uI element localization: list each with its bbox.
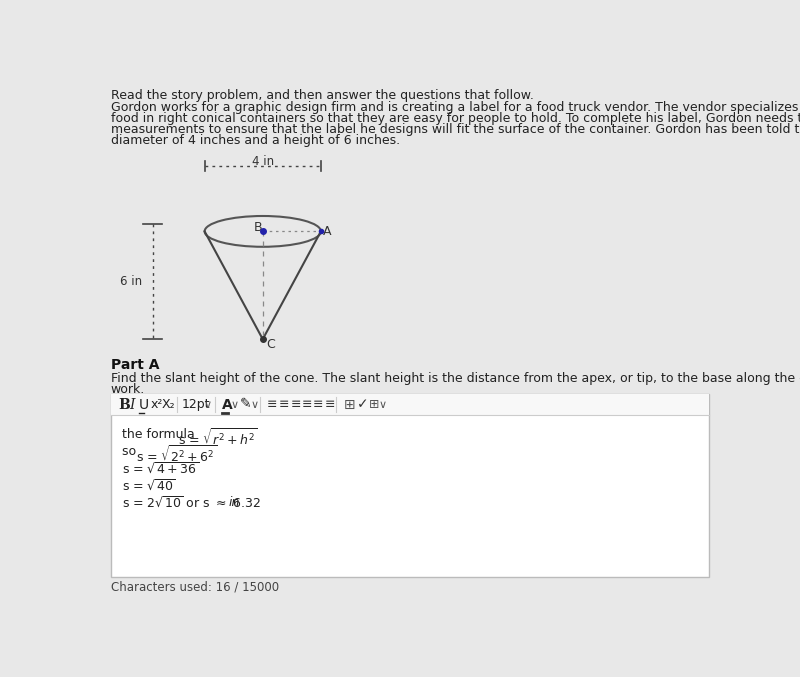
Text: ✓: ✓ [358, 397, 369, 412]
Text: B: B [254, 221, 262, 234]
Text: ⊞: ⊞ [343, 397, 355, 412]
Text: food in right conical containers so that they are easy for people to hold. To co: food in right conical containers so that… [111, 112, 800, 125]
Text: x²: x² [150, 398, 162, 411]
Text: measurements to ensure that the label he designs will fit the surface of the con: measurements to ensure that the label he… [111, 123, 800, 136]
Text: ≡: ≡ [325, 398, 335, 411]
Text: B: B [118, 397, 130, 412]
Text: the formula: the formula [122, 428, 198, 441]
Text: I: I [130, 397, 135, 412]
Text: ∨: ∨ [230, 399, 238, 410]
FancyBboxPatch shape [111, 394, 709, 577]
Text: Characters used: 16 / 15000: Characters used: 16 / 15000 [111, 580, 279, 593]
Text: ≡: ≡ [302, 398, 312, 411]
Text: ∨: ∨ [250, 399, 258, 410]
Text: C: C [266, 338, 274, 351]
Text: ≡: ≡ [278, 398, 289, 411]
Text: ∨: ∨ [203, 399, 211, 410]
Text: Read the story problem, and then answer the questions that follow.: Read the story problem, and then answer … [111, 89, 534, 102]
Text: U: U [138, 397, 149, 412]
Text: Gordon works for a graphic design firm and is creating a label for a food truck : Gordon works for a graphic design firm a… [111, 102, 800, 114]
Text: ∨: ∨ [379, 399, 387, 410]
Text: in: in [229, 496, 240, 508]
Text: diameter of 4 inches and a height of 6 inches.: diameter of 4 inches and a height of 6 i… [111, 133, 400, 147]
Text: ≡: ≡ [290, 398, 301, 411]
Text: work.: work. [111, 383, 145, 396]
Text: ✎: ✎ [239, 397, 251, 412]
Text: 4 in: 4 in [252, 155, 274, 168]
FancyBboxPatch shape [111, 394, 709, 416]
Text: s = $\sqrt{4+36}$: s = $\sqrt{4+36}$ [122, 462, 199, 477]
Text: so: so [122, 445, 140, 458]
Text: ≡: ≡ [266, 398, 277, 411]
Text: 6 in: 6 in [120, 275, 142, 288]
Text: 12pt: 12pt [182, 398, 210, 411]
Text: ≡: ≡ [313, 398, 324, 411]
Text: Part A: Part A [111, 358, 159, 372]
Text: Find the slant height of the cone. The slant height is the distance from the ape: Find the slant height of the cone. The s… [111, 372, 800, 385]
Text: s = $\sqrt{40}$: s = $\sqrt{40}$ [122, 479, 176, 494]
Text: s = $2\sqrt{10}$ or s $\approx$ 6.32: s = $2\sqrt{10}$ or s $\approx$ 6.32 [122, 496, 262, 510]
Text: s = $\sqrt{2^2+6^2}$: s = $\sqrt{2^2+6^2}$ [136, 445, 217, 466]
Text: A: A [323, 225, 332, 238]
Text: s = $\sqrt{r^2+h^2}$: s = $\sqrt{r^2+h^2}$ [178, 428, 258, 449]
Text: X₂: X₂ [162, 398, 176, 411]
Text: A: A [222, 397, 233, 412]
Text: ⊞: ⊞ [369, 398, 379, 411]
